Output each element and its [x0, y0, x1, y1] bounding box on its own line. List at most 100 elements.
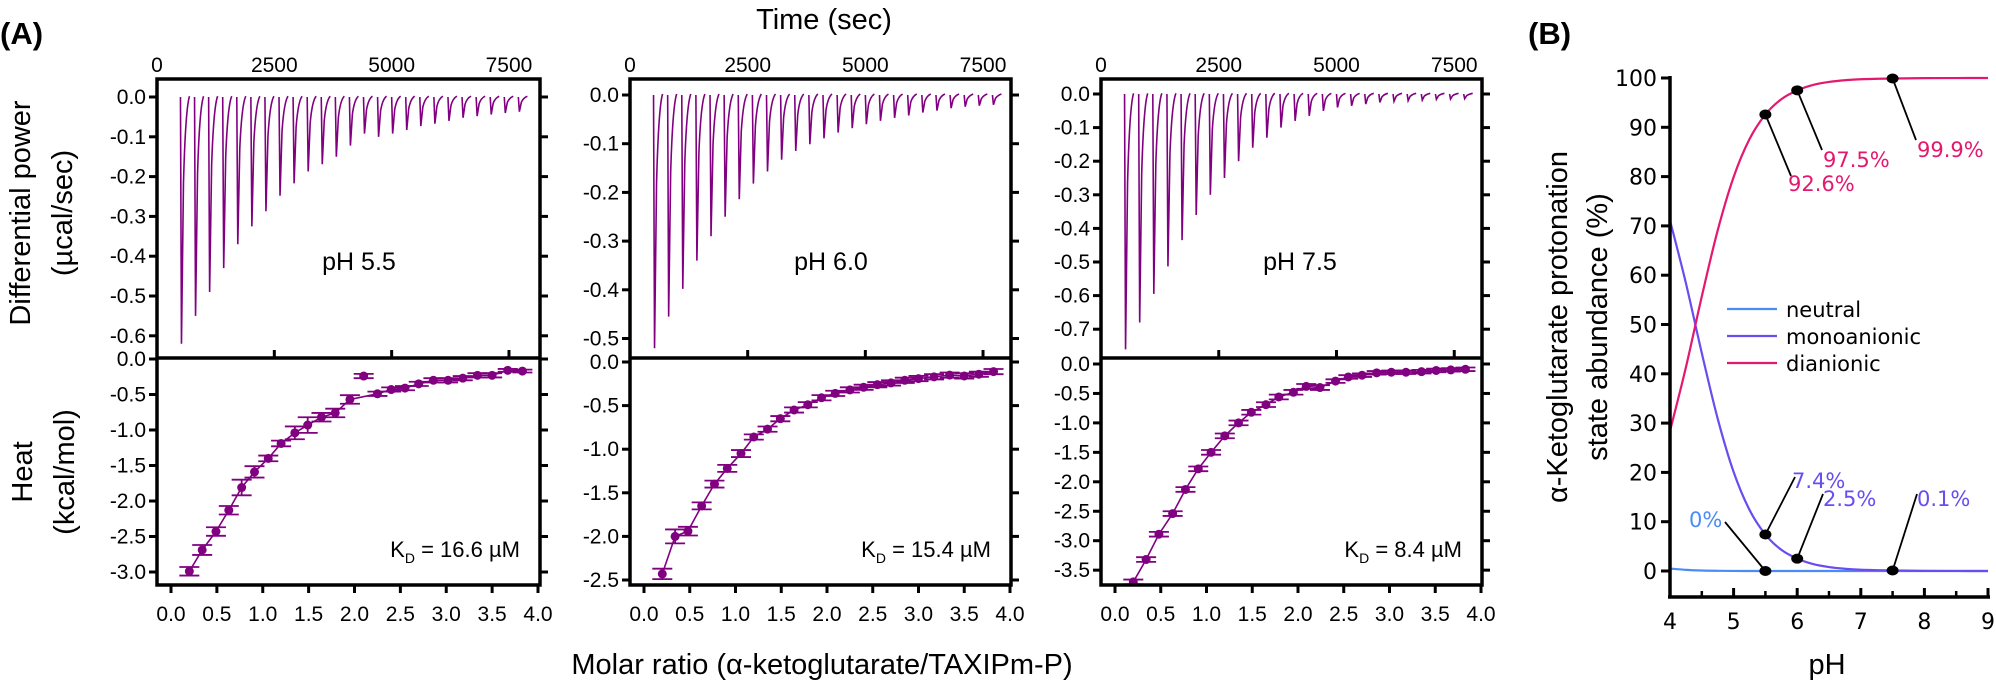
heat-tick-label: 0.0	[117, 348, 146, 371]
heat-tick-label: -3.0	[110, 561, 146, 584]
annotation-marker	[1791, 85, 1804, 96]
thermogram-peak	[320, 95, 331, 165]
data-point	[945, 370, 955, 380]
data-point	[414, 379, 424, 389]
kd-value: = 15.4 µM	[886, 537, 991, 562]
power-tick-label: -0.4	[1054, 217, 1091, 240]
molar-ratio-tick-label: 3.0	[432, 603, 461, 626]
data-point	[1331, 376, 1341, 386]
thermogram-peak	[1448, 92, 1459, 102]
thermogram-peak	[1123, 93, 1135, 350]
data-point	[428, 375, 438, 385]
thermogram-peak	[348, 95, 359, 146]
data-point	[683, 526, 693, 536]
data-point	[900, 375, 910, 385]
data-point	[1246, 407, 1256, 417]
data-point	[386, 385, 396, 395]
time-tick-label: 0	[151, 54, 163, 77]
x-tick-label: 6	[1790, 610, 1804, 635]
molar-ratio-tick-label: 0.5	[202, 603, 231, 626]
thermogram-peak	[1378, 92, 1389, 103]
heat-tick-label: -3.0	[1054, 530, 1090, 553]
molar-ratio-tick-label: 2.5	[1329, 603, 1358, 626]
x-tick-label: 7	[1854, 610, 1868, 635]
plot-frame	[1099, 77, 1484, 587]
thermogram-peak	[1349, 92, 1360, 106]
kd-value: = 8.4 µM	[1369, 537, 1462, 562]
molar-ratio-tick-label: 0.0	[1100, 603, 1129, 626]
condition-label: pH 6.0	[794, 248, 868, 276]
thermogram-peak	[1279, 92, 1290, 128]
thermogram-peak	[1462, 92, 1473, 101]
thermogram-peak	[1194, 92, 1205, 215]
power-tick-label: -0.6	[110, 325, 146, 348]
heat-label-line2: (kcal/mol)	[49, 409, 81, 535]
molar-ratio-tick-label: 1.0	[1192, 603, 1221, 626]
data-point	[184, 566, 194, 576]
kd-symbol: K	[1344, 537, 1359, 562]
time-tick-label: 7500	[486, 54, 533, 77]
time-tick-label: 0	[624, 54, 636, 77]
thermogram-peak	[793, 93, 805, 152]
y-tick-label: 50	[1629, 314, 1657, 339]
thermogram-peak	[1180, 92, 1191, 241]
power-tick-label: -0.2	[110, 166, 146, 189]
thermogram-peak	[334, 95, 345, 157]
data-point	[1343, 372, 1353, 382]
annotation-label: 0.1%	[1917, 487, 1970, 511]
itc-panel-2: 0 2500 5000 75000.0-0.1-0.2-0.3-0.4-0.50.0-…	[583, 54, 1025, 626]
data-point	[872, 380, 882, 390]
heat-tick-label: -2.0	[583, 525, 619, 548]
thermogram-peak	[808, 93, 819, 145]
molar-ratio-tick-label: 3.5	[1421, 603, 1450, 626]
data-point	[263, 453, 273, 463]
itc-panels: 0 2500 5000 7500 0.0 -0.1 -0.2 -0.3 -0.4 -0.5 -0.6…	[110, 54, 1496, 626]
data-point	[709, 479, 719, 489]
data-point	[1206, 447, 1216, 457]
y-tick-label: 70	[1629, 215, 1657, 240]
thermogram-peak	[433, 95, 444, 124]
kd-subscript: D	[1359, 550, 1369, 566]
legend-label-monoanionic: monoanionic	[1786, 325, 1921, 349]
heat-tick-label: -1.0	[1054, 412, 1090, 435]
data-point	[517, 366, 527, 376]
power-tick-label: 0.0	[590, 84, 619, 107]
annotation-leader	[1796, 493, 1824, 560]
y-tick-label: 10	[1629, 511, 1657, 536]
thermogram-peak	[193, 95, 205, 316]
data-point	[1168, 509, 1178, 519]
time-tick-label: 7500	[960, 54, 1007, 77]
thermogram-peak	[461, 95, 472, 118]
diff-power-label-line1: Differential power	[5, 100, 37, 325]
thermogram-peak	[207, 95, 219, 293]
data-point	[197, 545, 207, 555]
heat-tick-label: -1.5	[110, 455, 146, 478]
y-tick-label: 80	[1629, 166, 1657, 191]
data-point	[845, 385, 855, 395]
data-point	[803, 400, 813, 410]
time-tick-label: 5000	[368, 54, 415, 77]
data-point	[303, 420, 313, 430]
data-point	[959, 371, 969, 381]
thermogram-peak	[306, 95, 317, 172]
x-tick-label: 8	[1917, 610, 1931, 635]
y-tick-label: 20	[1629, 461, 1657, 486]
annotation-label: 99.9%	[1917, 138, 1984, 162]
thermogram-peak	[751, 93, 763, 184]
heat-tick-label: -2.5	[110, 526, 146, 549]
annotation-marker	[1886, 565, 1899, 576]
data-point	[1386, 367, 1396, 377]
thermogram-peak	[517, 95, 528, 112]
data-point	[503, 365, 513, 375]
annotation-label: 0%	[1689, 508, 1722, 532]
thermogram-peak	[963, 93, 974, 107]
molar-ratio-tick-label: 0.5	[1146, 603, 1175, 626]
kd-subscript: D	[876, 550, 886, 566]
power-tick-label: -0.2	[1054, 150, 1090, 173]
molar-ratio-tick-label: 1.5	[767, 603, 796, 626]
kd-label: KD = 16.6 µM	[390, 537, 520, 566]
thermogram-peak	[292, 95, 303, 184]
data-point	[1180, 484, 1190, 494]
heat-tick-label: -1.5	[1054, 441, 1090, 464]
thermogram-peak	[419, 95, 430, 127]
